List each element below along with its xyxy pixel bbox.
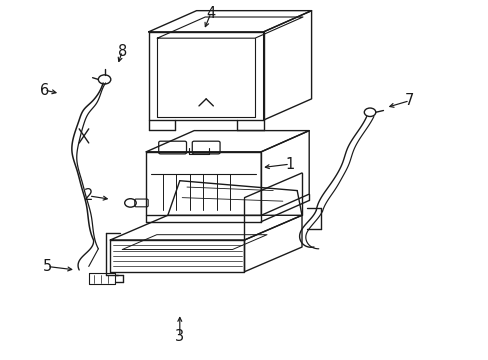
Text: 3: 3 [175,329,184,345]
Text: 7: 7 [405,93,414,108]
Text: 2: 2 [84,188,93,203]
Text: 5: 5 [42,259,52,274]
Text: 1: 1 [285,157,294,172]
Text: 6: 6 [40,82,49,98]
Text: 8: 8 [118,44,127,59]
Text: 4: 4 [206,6,215,21]
